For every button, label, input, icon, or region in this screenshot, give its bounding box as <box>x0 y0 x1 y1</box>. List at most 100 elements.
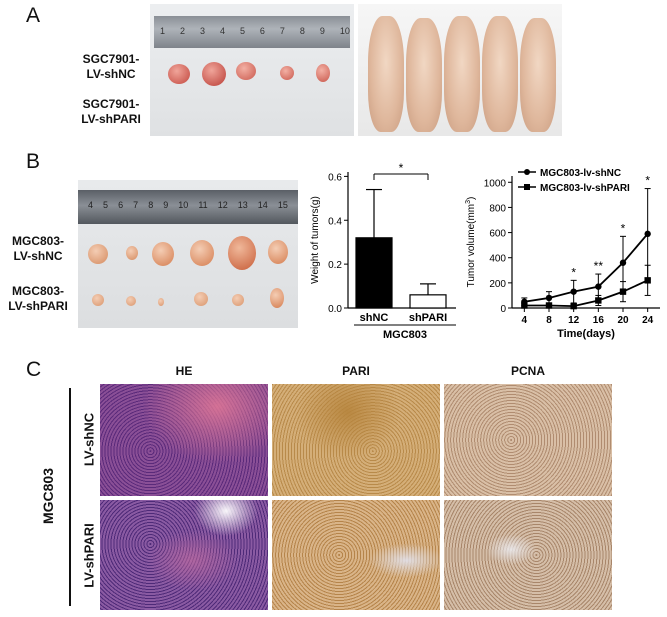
tumor-sample <box>202 62 226 86</box>
histology-pcna-shnc <box>444 384 612 496</box>
row-label-line1: SGC7901- <box>82 52 140 66</box>
tumor-sample <box>194 292 208 306</box>
data-point <box>619 259 627 266</box>
tumor-sample <box>236 62 256 80</box>
tumor-sample <box>268 240 288 264</box>
bar <box>355 237 393 309</box>
row-label-text: LV-shNC <box>81 412 97 467</box>
data-point <box>570 302 577 310</box>
y-axis-label: Weight of tumors(g) <box>310 196 321 284</box>
x-tick-label: shNC <box>360 312 389 324</box>
y-tick-label: 0.6 <box>328 172 342 183</box>
ruler-number: 6 <box>118 200 124 210</box>
group-label-text: MGC803 <box>40 467 56 525</box>
tumor-sample <box>126 246 138 260</box>
ruler-number: 13 <box>237 200 248 210</box>
tumor-sample <box>270 288 284 308</box>
data-point <box>570 288 577 295</box>
y-axis-label: Tumor volume(mm3) <box>465 197 477 288</box>
ruler-number: 10 <box>339 26 350 36</box>
ruler-number: 7 <box>279 26 285 36</box>
ruler-number: 4 <box>88 200 94 210</box>
y-tick-label: 800 <box>489 203 506 214</box>
ruler-number: 1 <box>160 26 166 36</box>
y-tick-label: 0 <box>500 304 506 315</box>
x-axis-label: Time(days) <box>557 328 615 340</box>
y-tick-label: 200 <box>489 279 506 290</box>
series-line <box>524 233 649 303</box>
ruler-number: 6 <box>259 26 265 36</box>
y-tick-label: 0.2 <box>328 260 342 271</box>
tumor-sample <box>126 296 136 306</box>
ruler-number: 8 <box>148 200 154 210</box>
y-tick-label: 1000 <box>484 178 507 189</box>
row-label-text: LV-shPARI <box>81 523 97 588</box>
ruler-numbers: 1 2 3 4 5 6 7 8 9 10 <box>160 26 350 40</box>
tumor-sample <box>88 244 108 264</box>
significance-marker: * <box>621 221 626 235</box>
x-tick-label: 24 <box>642 315 654 326</box>
group-bracket-line <box>69 388 71 606</box>
tumor-sample <box>190 240 214 266</box>
panel-label-b: B <box>26 150 41 173</box>
ruler-number: 14 <box>257 200 268 210</box>
bar <box>409 294 447 309</box>
group-label-mgc803: MGC803 <box>40 446 56 546</box>
x-tick-label: shPARI <box>409 312 447 324</box>
data-point <box>545 302 553 309</box>
x-tick-label: 12 <box>568 315 580 326</box>
row-label-line1: SGC7901- <box>82 97 140 111</box>
nude-mouse <box>520 18 556 132</box>
histology-pari-shpari <box>272 500 440 610</box>
tumor-sample <box>280 66 294 80</box>
tumor-photo-a: 1 2 3 4 5 6 7 8 9 10 <box>150 4 354 136</box>
row-label-mgc803-shnc: MGC803- LV-shNC <box>0 234 76 264</box>
row-label-lv-shpari: LV-shPARI <box>82 511 97 601</box>
tumor-photo-b: 4 5 6 7 8 9 10 11 12 13 14 15 <box>78 180 298 328</box>
mice-photo <box>358 4 562 136</box>
column-label-he: HE <box>175 364 193 378</box>
data-point <box>521 302 528 309</box>
ruler <box>154 16 350 48</box>
series-line <box>524 279 649 308</box>
data-point <box>644 230 651 238</box>
ruler-number: 4 <box>219 26 225 36</box>
legend-label: MGC803-lv-shNC <box>540 168 621 179</box>
x-tick-label: 20 <box>617 315 629 326</box>
row-label-mgc803-shpari: MGC803- LV-shPARI <box>0 284 76 314</box>
tumor-sample <box>232 294 244 306</box>
ruler-number: 10 <box>178 200 189 210</box>
ruler-number: 11 <box>198 200 208 210</box>
significance-marker: * <box>645 174 650 188</box>
nude-mouse <box>444 16 480 132</box>
y-tick-label: 400 <box>489 254 506 265</box>
row-label-line2: LV-shPARI <box>81 112 141 126</box>
nude-mouse <box>482 16 518 132</box>
row-label-sgc7901-shnc: SGC7901- LV-shNC <box>72 52 150 82</box>
data-point <box>619 288 627 295</box>
ruler-number: 3 <box>199 26 205 36</box>
histology-he-shnc <box>100 384 268 496</box>
row-label-sgc7901-shpari: SGC7901- LV-shPARI <box>72 97 150 127</box>
nude-mouse <box>406 18 442 132</box>
tumor-sample <box>152 242 174 266</box>
x-tick-label: 16 <box>593 315 605 326</box>
tumor-volume-line-chart: 0 200 400 600 800 1000 4 8 12 16 20 24 Time(days) Tum… <box>465 168 660 340</box>
row-label-line2: LV-shNC <box>86 67 136 81</box>
tumor-sample <box>168 64 190 84</box>
row-label-line2: LV-shPARI <box>8 299 68 313</box>
tumor-weight-bar-chart: 0.0 0.2 0.4 0.6 shNC shPARI MGC803 * Weight of t… <box>310 161 456 340</box>
row-label-lv-shnc: LV-shNC <box>82 395 97 485</box>
y-tick-label: 0.4 <box>328 216 342 227</box>
y-tick-label: 0.0 <box>328 304 342 315</box>
legend-label: MGC803-lv-shPARI <box>540 183 630 194</box>
ruler-number: 9 <box>163 200 169 210</box>
data-point <box>595 283 602 290</box>
data-point <box>595 297 602 304</box>
legend-marker <box>524 169 530 175</box>
x-tick-label: 8 <box>546 315 552 326</box>
significance-marker: * <box>399 161 404 175</box>
ruler-number: 9 <box>319 26 325 36</box>
significance-marker: * <box>571 265 576 279</box>
row-label-line2: LV-shNC <box>13 249 63 263</box>
